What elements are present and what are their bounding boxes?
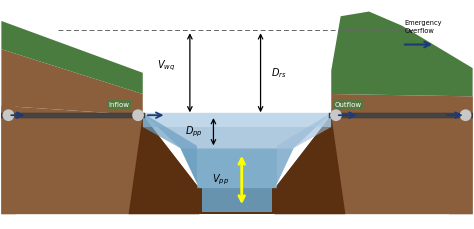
Polygon shape: [199, 188, 275, 214]
Polygon shape: [1, 106, 199, 214]
Text: Emergency
Overflow: Emergency Overflow: [404, 20, 442, 34]
Polygon shape: [1, 21, 143, 94]
Polygon shape: [143, 113, 331, 127]
Text: Outflow: Outflow: [334, 102, 361, 108]
Polygon shape: [275, 94, 473, 214]
FancyBboxPatch shape: [1, 113, 145, 117]
Circle shape: [133, 110, 143, 120]
Circle shape: [460, 110, 471, 120]
Polygon shape: [331, 11, 473, 96]
Polygon shape: [275, 115, 346, 214]
Text: $D_{rs}$: $D_{rs}$: [271, 66, 286, 80]
Polygon shape: [449, 96, 473, 214]
Polygon shape: [275, 113, 331, 188]
Polygon shape: [1, 49, 143, 115]
Text: Inflow: Inflow: [109, 102, 130, 108]
Polygon shape: [1, 96, 16, 214]
Polygon shape: [181, 148, 293, 188]
Text: $V_{wq}$: $V_{wq}$: [157, 59, 175, 73]
Polygon shape: [143, 113, 331, 148]
FancyBboxPatch shape: [329, 113, 473, 117]
Circle shape: [3, 110, 14, 120]
Polygon shape: [143, 113, 199, 188]
Circle shape: [331, 110, 341, 120]
Text: $D_{pp}$: $D_{pp}$: [185, 125, 202, 139]
Polygon shape: [201, 188, 273, 212]
Text: $V_{pp}$: $V_{pp}$: [212, 173, 229, 187]
Polygon shape: [128, 115, 199, 214]
